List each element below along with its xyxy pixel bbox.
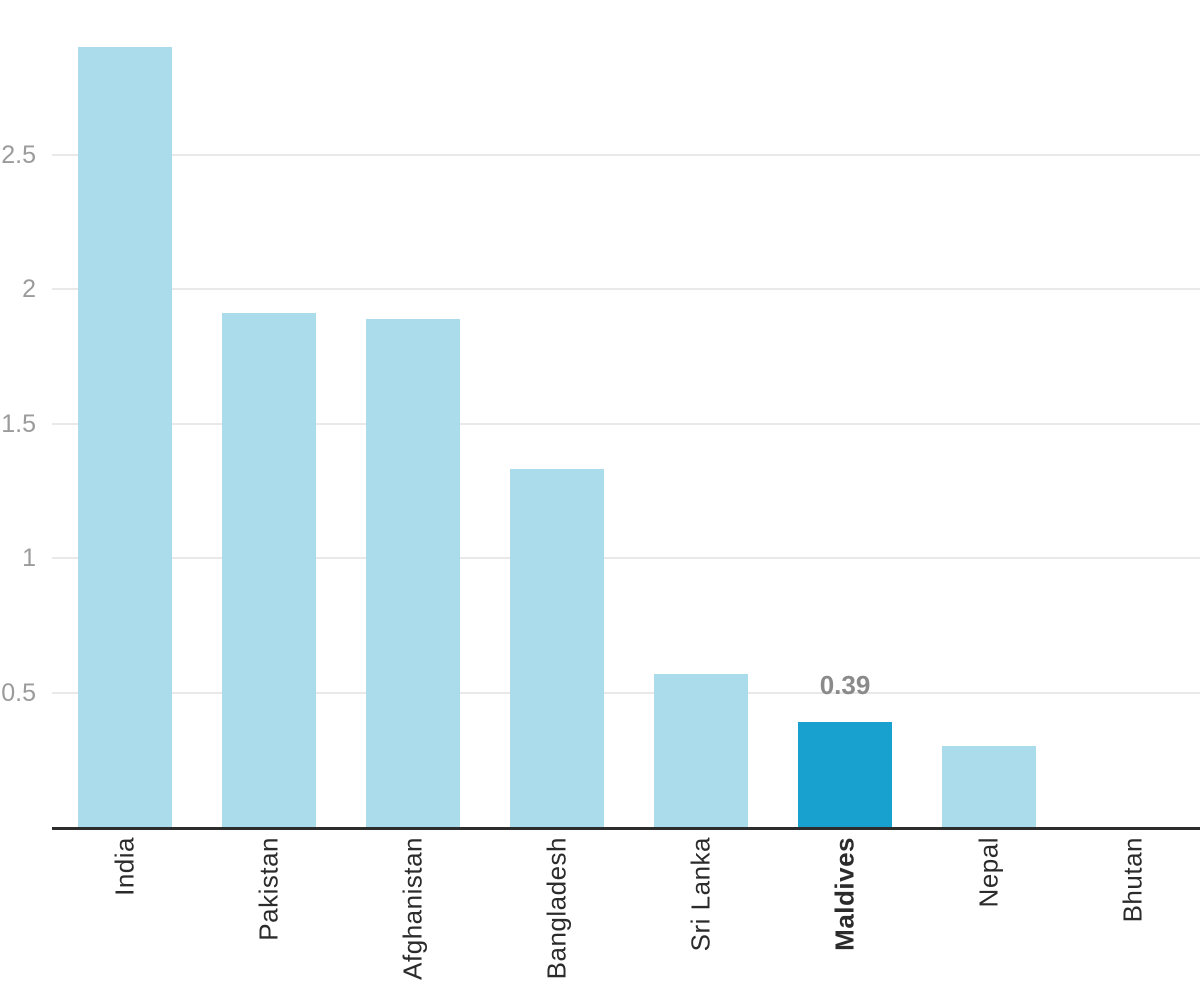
gridline-1.5 xyxy=(52,422,1200,425)
x-tick-label-india: India xyxy=(109,837,140,896)
gridline-1 xyxy=(52,557,1200,559)
x-tick-label-sri-lanka: Sri Lanka xyxy=(685,837,716,952)
gridline-2 xyxy=(52,288,1200,290)
bar-sri-lanka[interactable] xyxy=(654,674,748,827)
bar-bangladesh[interactable] xyxy=(510,469,604,827)
x-axis-baseline xyxy=(52,827,1200,830)
bar-afghanistan[interactable] xyxy=(366,319,460,827)
x-tick-label-nepal: Nepal xyxy=(973,837,1004,908)
gridline-2.5 xyxy=(52,153,1200,156)
y-tick-label-2.5: 2.5 xyxy=(1,140,36,169)
y-tick-label-1.5: 1.5 xyxy=(1,409,36,438)
x-tick-label-bangladesh: Bangladesh xyxy=(541,837,572,980)
x-tick-label-maldives: Maldives xyxy=(829,837,860,951)
x-tick-label-bhutan: Bhutan xyxy=(1117,837,1148,923)
bar-nepal[interactable] xyxy=(942,746,1036,827)
bar-maldives[interactable] xyxy=(798,722,892,827)
x-tick-label-afghanistan: Afghanistan xyxy=(397,837,428,980)
bar-india[interactable] xyxy=(78,47,172,827)
y-tick-label-2: 2 xyxy=(22,275,36,303)
gridline-0.5 xyxy=(52,691,1200,694)
value-label-maldives: 0.39 xyxy=(819,670,871,700)
bar-pakistan[interactable] xyxy=(222,313,316,827)
y-tick-label-0.5: 0.5 xyxy=(1,678,36,707)
x-tick-label-pakistan: Pakistan xyxy=(253,837,284,941)
y-tick-label-1: 1 xyxy=(22,544,36,572)
